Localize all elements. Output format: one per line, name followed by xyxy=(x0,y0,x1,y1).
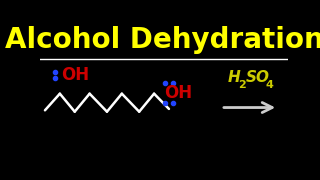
Text: 2: 2 xyxy=(238,80,246,90)
Text: 4: 4 xyxy=(266,80,274,90)
Text: OH: OH xyxy=(164,84,192,102)
Text: OH: OH xyxy=(61,66,89,84)
Text: H: H xyxy=(227,69,240,85)
Text: SO: SO xyxy=(246,69,270,85)
Text: Alcohol Dehydration: Alcohol Dehydration xyxy=(4,26,320,54)
